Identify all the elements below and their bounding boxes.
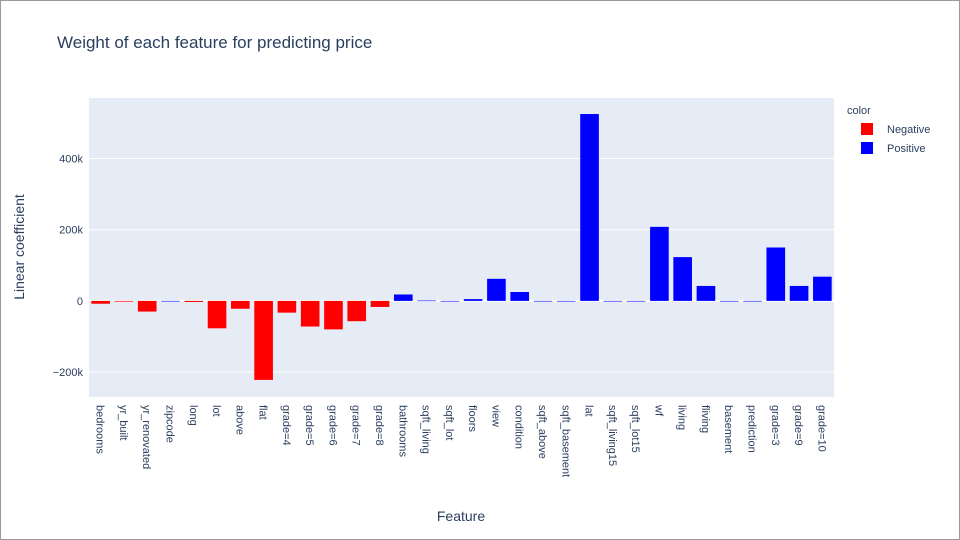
bar-grade=4[interactable] (277, 300, 297, 313)
x-tick-label: zipcode (163, 405, 175, 443)
x-tick-label: grade=8 (373, 405, 385, 446)
bar-view[interactable] (487, 278, 506, 301)
x-tick-label: grade=6 (326, 405, 338, 446)
bar-yr_built[interactable] (114, 300, 134, 302)
bar-prediction[interactable] (743, 300, 762, 302)
bar-flat[interactable] (254, 300, 273, 380)
bar-fliving[interactable] (696, 285, 716, 301)
bar-grade=10[interactable] (813, 276, 832, 301)
bar-grade=9[interactable] (789, 285, 809, 301)
x-tick-label: sqft_above (536, 405, 548, 459)
bar-bathrooms[interactable] (393, 294, 413, 301)
bar-condition[interactable] (510, 291, 530, 301)
x-tick-label: grade=9 (792, 405, 804, 446)
y-tick-label: 0 (77, 296, 83, 308)
legend-swatch[interactable] (861, 123, 873, 135)
y-tick-label: 200k (59, 225, 83, 237)
x-tick-label: lat (583, 405, 595, 417)
bar-sqft_living15[interactable] (603, 300, 623, 302)
bar-grade=5[interactable] (300, 300, 320, 327)
x-tick-label: grade=7 (350, 405, 362, 446)
x-tick-label: lot (210, 405, 222, 417)
x-tick-label: fliving (699, 405, 711, 433)
x-tick-label: living (676, 405, 688, 430)
bar-sqft_basement[interactable] (556, 300, 576, 302)
x-tick-label: sqft_lot15 (629, 405, 641, 453)
bar-above[interactable] (231, 300, 250, 309)
x-tick-label: grade=3 (769, 405, 781, 446)
legend-label[interactable]: Positive (887, 143, 926, 155)
bar-grade=7[interactable] (347, 300, 367, 322)
x-tick-label: sqft_living (420, 405, 432, 454)
legend-swatch[interactable] (861, 142, 873, 154)
x-tick-label: grade=10 (815, 405, 827, 452)
x-tick-label: above (233, 405, 245, 435)
x-tick-label: sqft_living15 (606, 405, 618, 466)
bars (91, 114, 832, 380)
x-tick-label: bathrooms (396, 405, 408, 457)
bar-bedrooms[interactable] (91, 300, 110, 304)
x-tick-label: sqft_lot (443, 405, 455, 440)
x-tick-label: flat (257, 405, 269, 420)
bar-wf[interactable] (650, 226, 669, 301)
x-tick-label: prediction (746, 405, 758, 453)
x-tick-label: wf (652, 404, 664, 417)
bar-grade=6[interactable] (324, 300, 343, 330)
x-tick-label: view (489, 405, 501, 427)
x-tick-label: yr_built (117, 405, 129, 440)
bar-grade=3[interactable] (766, 247, 786, 301)
plot-area (89, 98, 834, 397)
legend-title: color (847, 105, 871, 117)
bar-grade=8[interactable] (370, 300, 390, 307)
bar-yr_renovated[interactable] (137, 300, 157, 312)
x-tick-label: grade=4 (280, 405, 292, 446)
x-tick-label: yr_renovated (140, 405, 152, 469)
y-axis-title: Linear coefficient (11, 194, 27, 300)
x-axis-ticks: bedrooms yr_built yr_renovated zipcode long l… (94, 404, 828, 477)
legend[interactable]: color Negative Positive (847, 105, 930, 155)
bar-sqft_lot15[interactable] (626, 300, 646, 302)
x-tick-label: bedrooms (94, 405, 106, 454)
x-tick-label: grade=5 (303, 405, 315, 446)
bar-sqft_living[interactable] (417, 300, 436, 302)
bar-lat[interactable] (580, 114, 599, 301)
bar-lot[interactable] (207, 300, 227, 329)
bar-sqft_lot[interactable] (440, 300, 460, 302)
x-tick-label: long (187, 405, 199, 426)
x-tick-label: condition (513, 405, 525, 449)
y-tick-label: 400k (59, 154, 83, 166)
x-tick-label: sqft_basement (559, 405, 571, 477)
bar-basement[interactable] (719, 300, 739, 302)
chart-title: Weight of each feature for predicting pr… (57, 33, 372, 52)
legend-label[interactable]: Negative (887, 124, 930, 136)
y-tick-label: −200k (53, 367, 84, 379)
bar-zipcode[interactable] (161, 300, 180, 302)
x-axis-title: Feature (437, 508, 485, 524)
bar-sqft_above[interactable] (533, 300, 553, 302)
y-axis-ticks: −200k 0 200k 400k (53, 154, 84, 380)
bar-living[interactable] (673, 257, 692, 301)
bar-long[interactable] (184, 300, 204, 302)
x-tick-label: basement (722, 405, 734, 453)
x-tick-label: floors (466, 405, 478, 432)
bar-floors[interactable] (463, 299, 483, 301)
